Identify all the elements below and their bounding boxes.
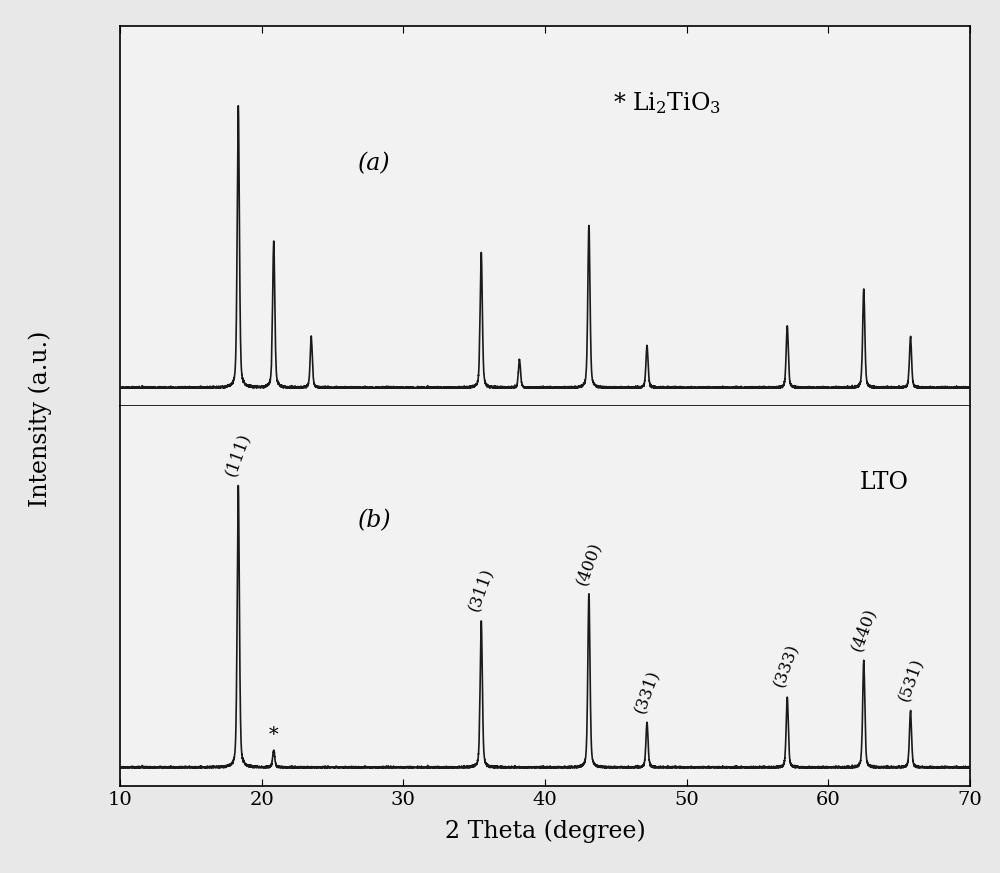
Text: Intensity (a.u.): Intensity (a.u.): [28, 331, 52, 507]
Text: $*\ \mathregular{Li_2TiO_3}$: $*\ \mathregular{Li_2TiO_3}$: [613, 90, 721, 115]
Text: (331): (331): [631, 667, 662, 715]
Text: (531): (531): [895, 656, 926, 704]
Text: (311): (311): [465, 566, 497, 614]
Text: (111): (111): [222, 430, 254, 478]
Text: (333): (333): [771, 642, 803, 690]
Text: (400): (400): [573, 539, 604, 587]
Text: LTO: LTO: [860, 471, 908, 494]
Text: (b): (b): [358, 510, 392, 533]
X-axis label: 2 Theta (degree): 2 Theta (degree): [445, 820, 645, 843]
Text: *: *: [269, 725, 279, 744]
Text: (a): (a): [358, 153, 391, 175]
Text: (440): (440): [848, 605, 879, 653]
